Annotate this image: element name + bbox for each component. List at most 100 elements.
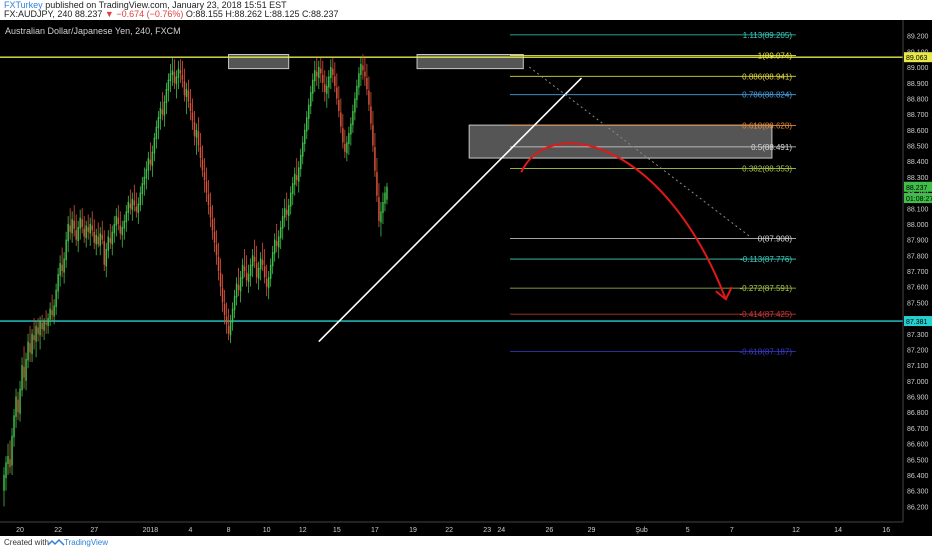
- price-tick-label: 88.800: [907, 96, 929, 103]
- price-tick-label: 86.900: [907, 395, 929, 402]
- price-tick-label: 87.700: [907, 269, 929, 276]
- candle-body: [306, 117, 308, 132]
- candle-body: [163, 101, 166, 116]
- fib-level-label: 0.5(88.491): [751, 143, 792, 152]
- candle-body: [7, 456, 9, 464]
- projection-line[interactable]: [529, 66, 751, 237]
- candle-body: [350, 123, 352, 135]
- candle-body: [366, 78, 368, 90]
- time-tick-label: 29: [588, 527, 596, 534]
- time-tick-label: 7: [730, 527, 734, 534]
- candle-body: [51, 310, 53, 315]
- fib-retracement-zone[interactable]: [468, 124, 773, 159]
- time-tick-label: 24: [497, 527, 505, 534]
- candle-body: [67, 223, 69, 242]
- chart-title: Australian Dollar/Japanese Yen, 240, FXC…: [5, 26, 181, 36]
- candle-body: [342, 128, 344, 143]
- ascending-trendline[interactable]: [318, 77, 583, 343]
- candle-body: [167, 79, 170, 91]
- candle-body: [257, 267, 260, 279]
- forecast-arrowhead: [715, 286, 733, 301]
- candle-body: [316, 71, 318, 77]
- publish-header: FXTurkey published on TradingView.com, J…: [0, 0, 932, 19]
- chart-canvas[interactable]: 1.113(89.205) 1(89.074) 0.886(88.941) 0.786…: [0, 20, 932, 536]
- price-tick-label: 86.800: [907, 410, 929, 417]
- candle-body: [207, 194, 210, 206]
- price-tick-label: 88.400: [907, 159, 929, 166]
- time-tick-label: 20: [16, 527, 24, 534]
- candle-body: [324, 84, 326, 93]
- candle-body: [209, 206, 212, 218]
- candle-body: [183, 81, 186, 96]
- tradingview-brand[interactable]: TradingView: [64, 538, 109, 547]
- candle-body: [97, 236, 99, 245]
- candle-body: [370, 106, 372, 124]
- candle-body: [299, 154, 302, 170]
- footer: Created with TradingView: [0, 536, 932, 550]
- candle-body: [105, 249, 108, 267]
- fib-level-label: 0.382(88.353): [742, 165, 792, 174]
- candle-body: [23, 366, 25, 378]
- time-tick-label: 22: [54, 527, 62, 534]
- candle-body: [21, 365, 23, 391]
- candle-body: [360, 63, 362, 75]
- candle-body: [79, 217, 81, 229]
- fib-level-label: -0.618(87.187): [740, 347, 793, 356]
- publish-line: FXTurkey published on TradingView.com, J…: [4, 1, 287, 10]
- candle-body: [229, 321, 232, 336]
- candle-body: [225, 316, 228, 325]
- candle-body: [241, 264, 244, 279]
- candle-body: [233, 296, 236, 311]
- candle-body: [344, 143, 346, 152]
- candle-body: [93, 231, 95, 243]
- candle-body: [129, 203, 132, 209]
- candle-body: [125, 211, 128, 223]
- candle-body: [255, 263, 258, 278]
- candle-body: [57, 274, 59, 292]
- candle-body: [362, 65, 364, 71]
- forecast-arrow[interactable]: [520, 142, 727, 300]
- author-link[interactable]: FXTurkey: [4, 0, 43, 10]
- time-tick-label: 17: [371, 527, 379, 534]
- candle-body: [165, 89, 168, 104]
- candle-body: [380, 211, 382, 223]
- candle-body: [95, 234, 97, 245]
- price-tick-label: 87.600: [907, 285, 929, 292]
- right-top-zone[interactable]: [416, 54, 524, 70]
- candle-body: [189, 103, 192, 111]
- candle-body: [101, 234, 103, 240]
- candle-body: [320, 68, 322, 74]
- fib-level-label: -0.113(87.776): [740, 255, 792, 264]
- candle-body: [71, 219, 73, 234]
- candle-body: [89, 223, 91, 234]
- time-tick-label: 16: [882, 527, 890, 534]
- candle-body: [181, 74, 184, 80]
- candle-body: [358, 73, 360, 88]
- candle-body: [275, 241, 278, 246]
- candle-body: [157, 117, 160, 129]
- price-chart[interactable]: 1.113(89.205) 1(89.074) 0.886(88.941) 0.786…: [0, 20, 932, 536]
- price-tick-label: 86.200: [907, 504, 929, 511]
- candle-body: [330, 67, 332, 79]
- fib-level-label: -0.272(87.591): [740, 284, 793, 293]
- candle-body: [201, 159, 204, 171]
- candle-body: [19, 388, 21, 414]
- time-tick-label: 14: [834, 527, 842, 534]
- price-tick-label: 87.300: [907, 332, 929, 339]
- candle-body: [354, 98, 356, 113]
- time-tick-label: 27: [90, 527, 98, 534]
- candle-body: [77, 227, 79, 242]
- candle-body: [199, 147, 202, 159]
- candle-body: [211, 219, 214, 231]
- candle-body: [247, 274, 250, 282]
- price-tick-label: 87.900: [907, 238, 929, 245]
- candle-body: [352, 110, 354, 126]
- left-top-zone[interactable]: [228, 54, 290, 70]
- candle-body: [245, 272, 248, 281]
- candle-body: [43, 321, 45, 331]
- candle-body: [291, 183, 294, 195]
- candle-body: [197, 131, 200, 146]
- candle-body: [17, 399, 19, 413]
- candle-body: [267, 277, 270, 289]
- price-tag-label: 87.381: [906, 319, 928, 326]
